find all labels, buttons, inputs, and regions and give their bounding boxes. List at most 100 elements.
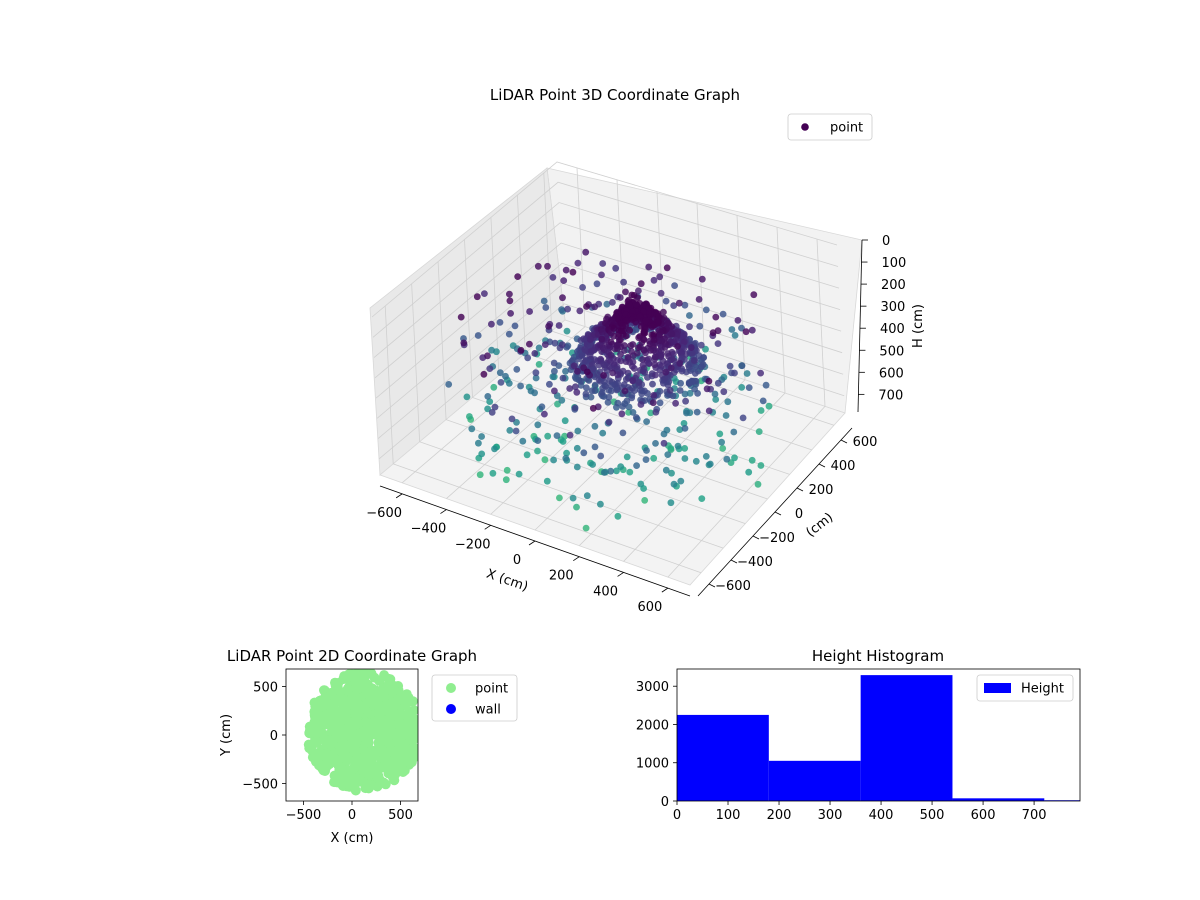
lidar-point-3d xyxy=(670,480,678,488)
lidar-point-3d xyxy=(559,438,567,445)
lidar-point-2d xyxy=(401,755,412,765)
lidar-point-3d xyxy=(641,368,649,376)
lidar-point-3d xyxy=(712,396,720,403)
lidar-point-3d xyxy=(590,366,598,373)
lidar-point-3d xyxy=(607,338,615,346)
lidar-point-3d xyxy=(570,362,578,370)
x-tick-label-hist: 100 xyxy=(716,808,741,823)
lidar-point-3d xyxy=(623,453,631,461)
lidar-point-3d xyxy=(698,275,706,283)
lidar-point-3d xyxy=(624,353,632,361)
lidar-point-3d xyxy=(549,274,557,281)
lidar-point-3d xyxy=(664,381,672,389)
lidar-point-3d xyxy=(488,346,495,354)
lidar-point-3d xyxy=(490,383,498,391)
lidar-point-3d xyxy=(609,299,616,306)
lidar-point-3d xyxy=(506,290,513,298)
lidar-point-3d xyxy=(628,394,636,402)
lidar-point-3d xyxy=(558,341,566,349)
lidar-point-3d xyxy=(748,326,756,334)
lidar-point-3d xyxy=(614,345,621,352)
chart-2d-ticks: −500 0 500 −500 0 500 xyxy=(242,680,413,823)
lidar-point-2d xyxy=(396,737,407,748)
grid-line-y-left xyxy=(384,305,394,464)
y-tick-label: 200 xyxy=(809,483,834,498)
lidar-point-3d xyxy=(627,342,634,350)
lidar-point-3d xyxy=(583,492,591,500)
lidar-point-2d xyxy=(338,674,349,685)
lidar-point-3d xyxy=(486,365,494,372)
lidar-point-3d xyxy=(562,367,569,375)
lidar-point-2d xyxy=(333,695,344,706)
lidar-point-3d xyxy=(719,310,727,318)
lidar-point-3d xyxy=(660,308,667,316)
lidar-point-3d xyxy=(702,453,710,460)
grid-line-y xyxy=(393,463,702,574)
lidar-point-3d xyxy=(720,388,728,396)
lidar-point-3d xyxy=(562,266,570,274)
y-tick xyxy=(708,583,716,588)
lidar-point-3d xyxy=(759,397,767,405)
lidar-point-3d xyxy=(555,322,563,329)
lidar-point-3d xyxy=(757,369,764,377)
lidar-point-3d xyxy=(663,264,671,272)
lidar-point-3d xyxy=(559,374,567,382)
lidar-point-3d xyxy=(486,398,494,405)
lidar-point-3d xyxy=(626,468,634,476)
lidar-point-2d xyxy=(317,763,328,774)
lidar-point-2d xyxy=(361,780,372,791)
lidar-point-3d xyxy=(675,299,683,307)
lidar-point-3d xyxy=(638,390,646,398)
lidar-point-3d xyxy=(564,305,571,313)
lidar-point-3d xyxy=(558,306,565,314)
x-tick-label: 0 xyxy=(513,553,521,568)
lidar-point-2d xyxy=(396,709,407,720)
lidar-point-3d xyxy=(719,445,727,452)
histogram-legend: Height xyxy=(976,674,1074,702)
lidar-point-3d xyxy=(550,456,557,464)
lidar-point-3d xyxy=(507,310,514,317)
lidar-point-3d xyxy=(730,428,738,436)
lidar-point-3d xyxy=(651,361,659,369)
lidar-point-3d xyxy=(551,339,559,347)
lidar-point-3d xyxy=(585,377,593,384)
grid-line-y-left xyxy=(543,173,553,332)
x-tick xyxy=(528,540,536,546)
lidar-point-3d xyxy=(667,499,675,507)
lidar-point-3d xyxy=(681,425,689,432)
lidar-point-2d xyxy=(316,749,327,760)
lidar-point-3d xyxy=(681,390,689,398)
chart-2d-x-label: X (cm) xyxy=(331,831,374,846)
y-tick-label: −600 xyxy=(715,579,751,594)
lidar-point-3d xyxy=(624,369,632,377)
lidar-point-3d xyxy=(672,399,679,407)
lidar-point-3d xyxy=(757,407,765,414)
lidar-point-2d xyxy=(394,693,405,704)
lidar-point-3d xyxy=(566,385,574,392)
lidar-point-3d xyxy=(512,427,520,435)
lidar-point-3d xyxy=(650,276,658,284)
lidar-point-2d xyxy=(335,687,346,697)
lidar-point-3d xyxy=(634,294,641,302)
lidar-point-3d xyxy=(648,323,656,330)
lidar-point-3d xyxy=(650,454,658,462)
lidar-point-3d xyxy=(632,300,640,308)
lidar-point-3d xyxy=(587,393,595,401)
lidar-point-3d xyxy=(686,312,693,319)
lidar-point-2d xyxy=(381,705,392,716)
lidar-point-2d xyxy=(373,772,384,783)
lidar-point-3d xyxy=(591,387,599,395)
lidar-point-3d xyxy=(676,426,684,433)
lidar-point-3d xyxy=(640,346,648,354)
lidar-point-3d xyxy=(669,392,677,400)
lidar-point-3d xyxy=(652,440,659,447)
grid-line-x-back xyxy=(696,203,706,367)
lidar-point-3d xyxy=(457,313,465,321)
lidar-point-3d xyxy=(765,402,773,410)
lidar-point-3d xyxy=(484,405,491,413)
lidar-point-2d xyxy=(351,773,362,784)
lidar-point-3d xyxy=(632,318,640,326)
lidar-point-3d xyxy=(550,359,558,367)
lidar-point-3d xyxy=(591,443,599,451)
x-tick-label-hist: 700 xyxy=(1022,808,1047,823)
